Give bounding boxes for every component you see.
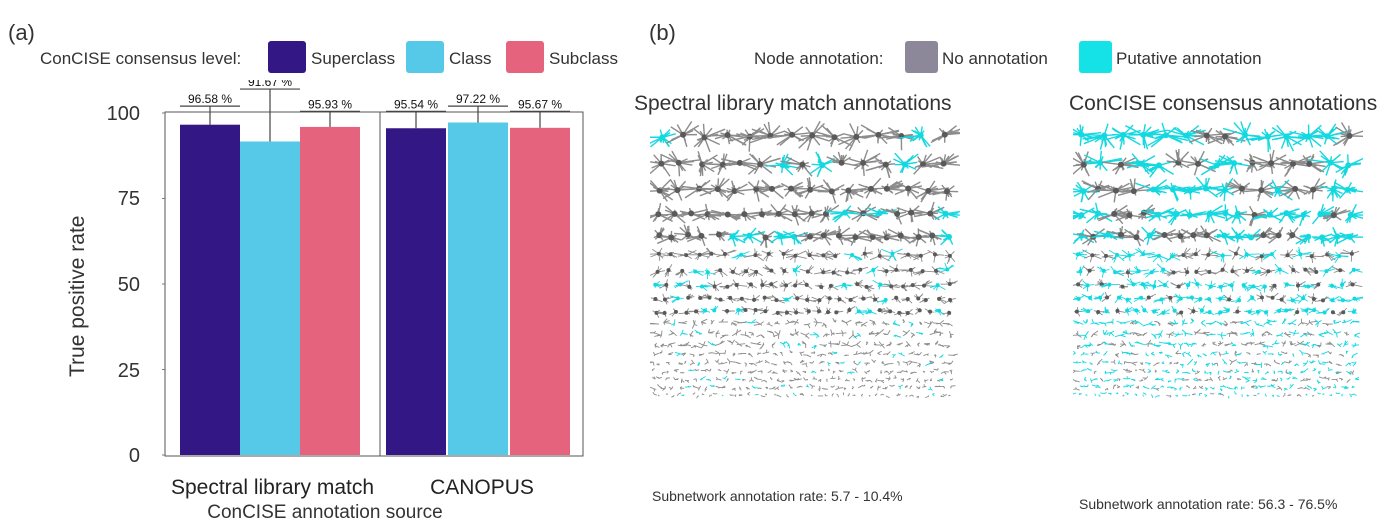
bar-subclass-spectral	[300, 127, 360, 455]
y-axis-title: True positive rate	[66, 216, 90, 377]
subnetwork-row	[653, 278, 957, 292]
value-label-superclass-0: 96.58 %	[188, 92, 232, 106]
value-label-class-0: 91.67 %	[248, 80, 292, 89]
subnetwork-row	[653, 350, 958, 358]
subnetwork-row	[654, 225, 953, 248]
subnetwork-row	[650, 247, 955, 264]
subnetwork-row	[650, 263, 954, 280]
legend-b-title: Node annotation:	[754, 49, 884, 69]
value-label-subclass-0: 95.93 %	[308, 97, 352, 111]
legend-a-label-subclass: Subclass	[549, 49, 618, 69]
value-label-class-1: 97.22 %	[456, 92, 500, 106]
legend-b-label-putative: Putative annotation	[1116, 49, 1262, 69]
network-left-plot	[650, 115, 960, 475]
subnetwork-row	[650, 150, 960, 178]
legend-a-swatch-superclass	[268, 41, 306, 73]
legend-a-label-superclass: Superclass	[311, 49, 395, 69]
subnetwork-row	[1073, 278, 1362, 292]
subnetwork-row	[1073, 350, 1358, 358]
legend-b-label-none: No annotation	[942, 49, 1048, 69]
legend-a-swatch-subclass	[506, 41, 544, 73]
subnetwork-row	[650, 121, 960, 152]
network-left-rate: Subnetwork annotation rate: 5.7 - 10.4%	[652, 488, 903, 504]
legend-b-swatch-putative	[1079, 41, 1112, 73]
x-category-spectral: Spectral library match	[155, 476, 390, 500]
y-tick-0: 0	[100, 445, 140, 468]
panel-a-label: (a)	[8, 20, 35, 46]
subnetwork-row	[652, 375, 952, 383]
subnetwork-row	[651, 293, 956, 304]
subnetwork-row	[1073, 384, 1354, 391]
subnetwork-row	[650, 202, 960, 225]
bar-chart: 96.58 % 91.67 % 95.93 % 95.54 % 97.22 % 95.67…	[140, 80, 590, 470]
subnetwork-row	[655, 340, 950, 349]
subnetwork-row	[1073, 226, 1363, 247]
subnetwork-row	[1073, 246, 1359, 262]
y-tick-25: 25	[100, 360, 140, 383]
subnetwork-row	[650, 358, 953, 367]
subnetwork-row	[1076, 263, 1362, 277]
bar-class-canopus	[448, 123, 508, 455]
value-label-superclass-1: 95.54 %	[394, 97, 438, 111]
subnetwork-row	[1073, 149, 1363, 178]
bar-class-spectral	[240, 141, 300, 455]
y-tick-75: 75	[100, 188, 140, 211]
subnetwork-row	[652, 368, 952, 376]
network-right-rate: Subnetwork annotation rate: 56.3 - 76.5%	[1079, 496, 1337, 512]
subnetwork-row	[1073, 318, 1360, 327]
subnetwork-row	[1077, 340, 1359, 350]
bar-subclass-canopus	[510, 128, 570, 455]
subnetwork-row	[1074, 305, 1357, 317]
subnetwork-row	[1073, 391, 1356, 398]
legend-a-label-class: Class	[449, 49, 492, 69]
subnetwork-row	[1073, 376, 1359, 384]
panel-b-label: (b)	[649, 20, 676, 46]
subnetwork-row	[1073, 122, 1363, 152]
y-tick-50: 50	[100, 274, 140, 297]
subnetwork-row	[1073, 359, 1356, 368]
subnetwork-row	[650, 384, 955, 392]
bar-superclass-canopus	[386, 128, 446, 455]
legend-a-swatch-class	[406, 41, 444, 73]
y-tick-100: 100	[100, 103, 140, 126]
x-axis-title: ConCISE annotation source	[160, 502, 490, 524]
bar-superclass-spectral	[180, 125, 240, 455]
subnetwork-row	[650, 318, 953, 328]
subnetwork-row	[650, 329, 954, 339]
legend-a-title: ConCISE consensus level:	[40, 49, 241, 69]
subnetwork-row	[653, 306, 952, 318]
subnetwork-row	[1073, 329, 1360, 340]
value-label-subclass-1: 95.67 %	[518, 97, 562, 111]
network-right-title: ConCISE consensus annotations	[1069, 92, 1377, 116]
subnetwork-row	[1073, 203, 1363, 226]
subnetwork-row	[1073, 367, 1354, 375]
network-left-title: Spectral library match annotations	[634, 92, 952, 116]
subnetwork-row	[1073, 177, 1363, 202]
subnetwork-row	[653, 392, 950, 398]
x-category-canopus: CANOPUS	[382, 476, 582, 500]
subnetwork-row	[1073, 292, 1363, 304]
subnetwork-row	[650, 177, 958, 203]
legend-b-swatch-none	[905, 41, 938, 73]
network-right-plot	[1073, 115, 1363, 485]
